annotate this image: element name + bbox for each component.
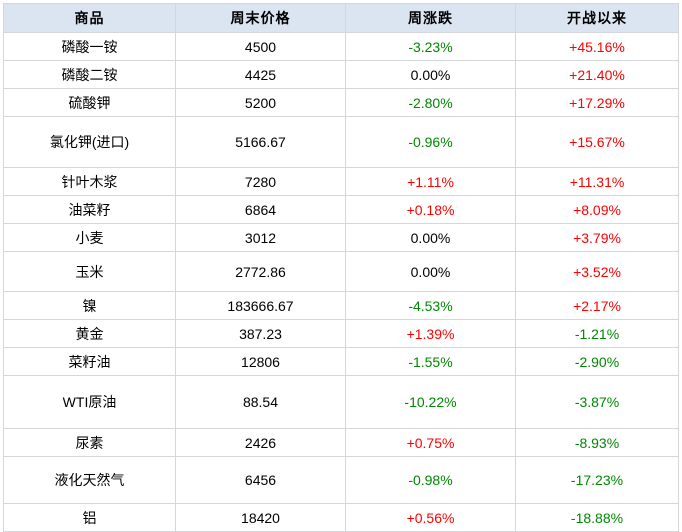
weekend-price-cell: 6456 (175, 456, 346, 504)
weekend-price-cell: 18420 (175, 503, 346, 532)
weekend-price-cell: 387.23 (175, 319, 346, 348)
weekend-price-cell: 12806 (175, 347, 346, 376)
weekly-change-cell: -2.80% (345, 88, 516, 117)
since-war-change-cell: +8.09% (515, 195, 679, 224)
commodity-name-cell: 磷酸一铵 (3, 32, 176, 61)
commodity-name-cell: 镍 (3, 291, 176, 320)
commodity-name-cell: 氯化钾(进口) (3, 116, 176, 168)
header-since-war: 开战以来 (515, 3, 679, 33)
header-row: 商品 周末价格 周涨跌 开战以来 (3, 3, 679, 33)
weekend-price-cell: 5166.67 (175, 116, 346, 168)
weekly-change-cell: -4.53% (345, 291, 516, 320)
since-war-change-cell: +15.67% (515, 116, 679, 168)
header-weekend-price: 周末价格 (175, 3, 346, 33)
commodity-name-cell: 小麦 (3, 223, 176, 252)
weekly-change-cell: 0.00% (345, 251, 516, 292)
weekly-change-cell: -0.96% (345, 116, 516, 168)
since-war-change-cell: -18.88% (515, 503, 679, 532)
since-war-change-cell: +21.40% (515, 60, 679, 89)
table-row: 油菜籽 6864 +0.18% +8.09% (3, 195, 679, 224)
weekly-change-cell: 0.00% (345, 60, 516, 89)
since-war-change-cell: -2.90% (515, 347, 679, 376)
table-row: 菜籽油 12806 -1.55% -2.90% (3, 347, 679, 376)
header-commodity: 商品 (3, 3, 176, 33)
weekly-change-cell: -1.55% (345, 347, 516, 376)
table-row: 磷酸一铵 4500 -3.23% +45.16% (3, 32, 679, 61)
table-row: 氯化钾(进口) 5166.67 -0.96% +15.67% (3, 116, 679, 168)
weekly-change-cell: 0.00% (345, 223, 516, 252)
commodity-name-cell: 玉米 (3, 251, 176, 292)
commodity-name-cell: 针叶木浆 (3, 167, 176, 196)
table-row: 镍 183666.67 -4.53% +2.17% (3, 291, 679, 320)
commodity-name-cell: 尿素 (3, 428, 176, 457)
weekend-price-cell: 88.54 (175, 375, 346, 429)
since-war-change-cell: +17.29% (515, 88, 679, 117)
table-row: 磷酸二铵 4425 0.00% +21.40% (3, 60, 679, 89)
table-row: 液化天然气 6456 -0.98% -17.23% (3, 456, 679, 504)
table-row: 尿素 2426 +0.75% -8.93% (3, 428, 679, 457)
weekly-change-cell: +0.18% (345, 195, 516, 224)
table-row: 针叶木浆 7280 +1.11% +11.31% (3, 167, 679, 196)
since-war-change-cell: +2.17% (515, 291, 679, 320)
commodity-name-cell: 油菜籽 (3, 195, 176, 224)
commodity-name-cell: 黄金 (3, 319, 176, 348)
table-body: 磷酸一铵 4500 -3.23% +45.16% 磷酸二铵 4425 0.00%… (3, 32, 679, 532)
since-war-change-cell: -3.87% (515, 375, 679, 429)
table-row: WTI原油 88.54 -10.22% -3.87% (3, 375, 679, 429)
header-weekly-change: 周涨跌 (345, 3, 516, 33)
weekend-price-cell: 7280 (175, 167, 346, 196)
weekend-price-cell: 5200 (175, 88, 346, 117)
weekly-change-cell: +0.75% (345, 428, 516, 457)
weekly-change-cell: -3.23% (345, 32, 516, 61)
commodity-name-cell: 铝 (3, 503, 176, 532)
since-war-change-cell: +45.16% (515, 32, 679, 61)
table-row: 黄金 387.23 +1.39% -1.21% (3, 319, 679, 348)
since-war-change-cell: -1.21% (515, 319, 679, 348)
commodity-name-cell: WTI原油 (3, 375, 176, 429)
since-war-change-cell: -17.23% (515, 456, 679, 504)
commodity-name-cell: 硫酸钾 (3, 88, 176, 117)
commodity-name-cell: 磷酸二铵 (3, 60, 176, 89)
since-war-change-cell: +11.31% (515, 167, 679, 196)
commodity-name-cell: 菜籽油 (3, 347, 176, 376)
weekly-change-cell: -0.98% (345, 456, 516, 504)
weekend-price-cell: 183666.67 (175, 291, 346, 320)
weekend-price-cell: 4500 (175, 32, 346, 61)
weekly-change-cell: +0.56% (345, 503, 516, 532)
since-war-change-cell: +3.79% (515, 223, 679, 252)
commodity-price-table: 商品 周末价格 周涨跌 开战以来 磷酸一铵 4500 -3.23% +45.16… (3, 3, 679, 532)
table-row: 铝 18420 +0.56% -18.88% (3, 503, 679, 532)
weekly-change-cell: +1.11% (345, 167, 516, 196)
weekend-price-cell: 6864 (175, 195, 346, 224)
weekend-price-cell: 4425 (175, 60, 346, 89)
since-war-change-cell: +3.52% (515, 251, 679, 292)
weekly-change-cell: +1.39% (345, 319, 516, 348)
weekend-price-cell: 2426 (175, 428, 346, 457)
table-row: 硫酸钾 5200 -2.80% +17.29% (3, 88, 679, 117)
since-war-change-cell: -8.93% (515, 428, 679, 457)
table-row: 玉米 2772.86 0.00% +3.52% (3, 251, 679, 292)
weekend-price-cell: 2772.86 (175, 251, 346, 292)
table-row: 小麦 3012 0.00% +3.79% (3, 223, 679, 252)
weekly-change-cell: -10.22% (345, 375, 516, 429)
weekend-price-cell: 3012 (175, 223, 346, 252)
commodity-name-cell: 液化天然气 (3, 456, 176, 504)
